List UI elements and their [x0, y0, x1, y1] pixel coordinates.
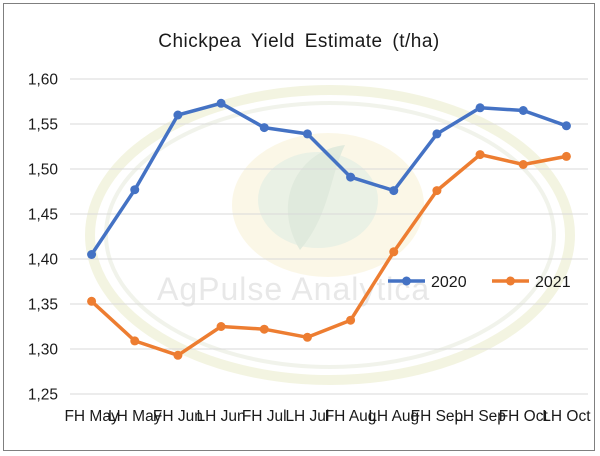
- legend-marker-2020: [402, 276, 411, 286]
- series-line-2020: [89, 101, 569, 257]
- watermark-text: AgPulse Analytica: [157, 271, 430, 307]
- data-point-2021: [475, 150, 485, 160]
- y-tick-label: 1,60: [28, 72, 59, 89]
- data-point-2020: [87, 250, 97, 259]
- legend-label-2021: 2021: [535, 274, 571, 291]
- legend-marker-2021: [506, 276, 515, 286]
- grid: [70, 78, 588, 395]
- y-tick-label: 1,35: [28, 297, 58, 314]
- x-tick-label: LH Jun: [197, 408, 246, 425]
- series-2020: [87, 98, 571, 259]
- x-tick-label: FH Jun: [153, 408, 203, 425]
- legend: 2020 2021: [388, 274, 571, 291]
- legend-label-2020: 2020: [431, 274, 467, 291]
- data-point-2020: [130, 185, 140, 195]
- y-axis: 1,25 1,30 1,35 1,40 1,45 1,50 1,55 1,60: [28, 72, 59, 404]
- data-point-2021: [173, 350, 183, 360]
- data-point-2021: [518, 160, 528, 169]
- y-tick-label: 1,55: [28, 117, 58, 134]
- legend-item-2021: 2021: [492, 274, 571, 291]
- series-2021: [87, 150, 571, 360]
- chart-title: Chickpea Yield Estimate (t/ha): [158, 31, 440, 52]
- data-point-2020: [302, 129, 312, 139]
- data-point-2021: [259, 324, 269, 334]
- data-point-2020: [173, 110, 183, 120]
- data-point-2020: [389, 186, 399, 196]
- x-tick-label: FH May: [64, 408, 119, 425]
- x-tick-label: LH Aug: [368, 408, 419, 425]
- data-point-2020: [346, 172, 356, 182]
- y-tick-label: 1,50: [28, 162, 59, 179]
- data-point-2021: [561, 151, 571, 161]
- data-point-2021: [346, 315, 356, 325]
- x-tick-label: LH Sep: [454, 408, 506, 425]
- data-point-2020: [518, 106, 528, 115]
- data-point-2020: [216, 98, 226, 108]
- x-tick-label: LH Jul: [285, 408, 329, 425]
- series-line-2021: [89, 152, 569, 358]
- y-tick-label: 1,40: [28, 252, 59, 269]
- x-tick-label: FH Aug: [325, 408, 377, 425]
- series-layer: [87, 98, 571, 360]
- data-point-2021: [432, 186, 442, 196]
- data-point-2021: [87, 296, 97, 306]
- data-point-2020: [475, 103, 485, 113]
- x-tick-label: FH Oct: [499, 408, 549, 425]
- data-point-2021: [389, 247, 399, 257]
- x-tick-label: LH May: [108, 408, 162, 425]
- legend-item-2020: 2020: [388, 274, 467, 291]
- y-tick-label: 1,30: [28, 342, 59, 359]
- y-tick-label: 1,25: [28, 387, 58, 404]
- x-tick-label: LH Oct: [542, 408, 591, 425]
- x-tick-label: FH Sep: [411, 408, 464, 425]
- data-point-2021: [216, 322, 226, 331]
- y-tick-label: 1,45: [28, 207, 58, 224]
- data-point-2020: [561, 121, 571, 131]
- watermark-logo: AgPulse Analytica: [85, 85, 575, 385]
- data-point-2020: [432, 129, 442, 139]
- data-point-2020: [259, 123, 269, 133]
- data-point-2021: [302, 332, 312, 342]
- x-tick-label: FH Jul: [242, 408, 287, 425]
- data-point-2021: [130, 336, 140, 346]
